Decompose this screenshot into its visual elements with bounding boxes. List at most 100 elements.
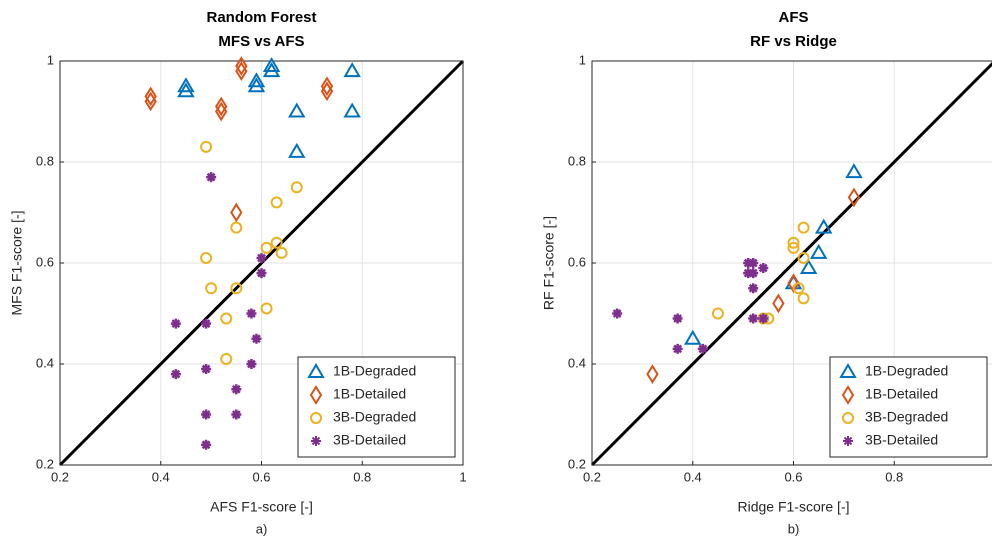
point <box>256 268 267 279</box>
legend-label: 1B-Degraded <box>333 363 416 379</box>
caption: b) <box>788 521 800 536</box>
point <box>220 353 233 365</box>
chart-title: Random Forest <box>206 9 316 26</box>
point <box>684 329 702 345</box>
point <box>748 313 759 324</box>
point <box>758 263 769 274</box>
chart: AFS RF vs Ridge 0.2 0.4 0.6 0.8 1 0.2 0.4 0.6 0.8 1… <box>541 9 992 536</box>
legend-label: 3B-Detailed <box>865 432 938 448</box>
point <box>799 259 818 275</box>
point <box>215 96 228 117</box>
point <box>612 308 623 319</box>
point <box>177 77 195 93</box>
point <box>262 57 281 73</box>
point <box>672 313 683 324</box>
legend-marker <box>311 436 321 446</box>
legend: 1B-Degraded 1B-Detailed 3B-Degraded 3B-Deta… <box>829 356 988 458</box>
point <box>230 282 243 295</box>
x-tick-label: 0.8 <box>885 469 903 484</box>
point <box>170 369 181 380</box>
point <box>772 293 785 314</box>
point <box>809 243 828 259</box>
identity-line <box>590 61 992 467</box>
point <box>320 76 334 97</box>
point <box>260 241 273 254</box>
point <box>275 246 288 259</box>
point <box>748 258 759 268</box>
y-tick-label: 0.4 <box>36 355 54 370</box>
point <box>247 72 266 88</box>
point <box>220 312 233 325</box>
point <box>743 258 754 268</box>
point <box>246 359 257 369</box>
point <box>235 61 248 81</box>
legend-label: 3B-Detailed <box>333 432 406 448</box>
point <box>246 308 257 319</box>
legend-marker <box>841 385 855 405</box>
point <box>206 172 217 183</box>
point <box>230 221 243 234</box>
point <box>288 102 306 118</box>
point <box>201 318 212 329</box>
legend-label: 1B-Detailed <box>333 386 406 402</box>
y-axis-label: MFS F1-score [-] <box>9 210 25 315</box>
caption: a) <box>256 521 268 536</box>
x-tick-label: 0.6 <box>784 469 802 484</box>
point <box>270 236 283 249</box>
y-tick-label: 0.6 <box>36 254 54 269</box>
x-tick-label: 0.4 <box>152 469 170 484</box>
point <box>205 282 218 295</box>
point <box>845 163 863 179</box>
x-tick-label: 1 <box>459 469 466 484</box>
legend-marker <box>309 385 323 405</box>
x-tick-label: 0.4 <box>684 469 702 484</box>
point <box>201 364 212 375</box>
x-tick-label: 0.6 <box>252 469 270 484</box>
point <box>758 313 769 324</box>
point <box>177 82 195 98</box>
point <box>144 86 157 107</box>
point <box>270 196 283 209</box>
y-tick-label: 0.2 <box>36 456 54 471</box>
legend-marker <box>839 363 857 378</box>
legend-marker <box>841 412 855 424</box>
point <box>256 252 267 263</box>
point <box>290 181 303 194</box>
point <box>260 302 273 315</box>
chart-subtitle: MFS vs AFS <box>218 33 304 50</box>
x-tick-label: 0.2 <box>583 469 601 484</box>
x-axis-label: Ridge F1-score [-] <box>737 499 849 515</box>
point <box>215 101 228 122</box>
x-tick-label: 0.8 <box>353 469 371 484</box>
legend-marker <box>309 412 323 424</box>
y-tick-label: 0.6 <box>568 254 586 269</box>
axes-frame <box>591 60 992 466</box>
point <box>320 81 334 102</box>
y-tick-label: 1 <box>47 52 54 67</box>
axes-frame <box>59 60 464 466</box>
chart-subtitle: RF vs Ridge <box>750 33 837 50</box>
legend-label: 3B-Degraded <box>865 409 948 425</box>
point <box>144 91 157 112</box>
point <box>231 409 242 420</box>
point <box>201 409 212 420</box>
point <box>762 312 775 325</box>
point <box>200 140 213 153</box>
point <box>646 364 659 384</box>
y-tick-label: 0.8 <box>568 153 586 168</box>
point <box>697 343 708 354</box>
legend-label: 1B-Detailed <box>865 386 938 402</box>
legend-label: 1B-Degraded <box>865 363 948 379</box>
point <box>170 318 181 329</box>
y-axis-label: RF F1-score [-] <box>541 216 557 310</box>
point <box>343 62 361 78</box>
legend-box <box>297 356 456 458</box>
point <box>792 282 805 295</box>
chart-title: AFS <box>779 9 809 26</box>
point <box>672 343 683 354</box>
point <box>787 236 800 249</box>
point <box>743 268 754 279</box>
point <box>711 307 724 320</box>
point <box>797 292 810 305</box>
